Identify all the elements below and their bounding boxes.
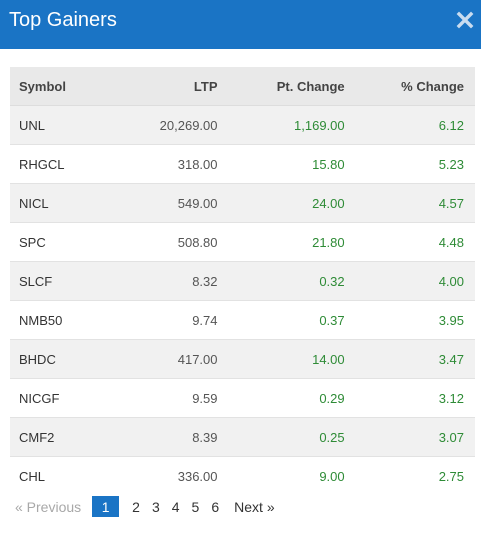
cell-ltp: 318.00 [117, 144, 218, 184]
table-row[interactable]: CMF2 8.39 0.25 3.07 [10, 417, 475, 457]
cell-pct-change: 4.57 [344, 183, 475, 223]
cell-symbol[interactable]: CMF2 [10, 417, 118, 457]
cell-pt-change: 1,169.00 [217, 105, 345, 145]
cell-ltp: 336.00 [177, 468, 218, 484]
cell-symbol[interactable]: BHDC [10, 339, 118, 379]
cell-pct-change: 3.07 [344, 417, 475, 457]
cell-pt-change: 14.00 [217, 339, 345, 379]
next-page-link[interactable]: Next » [234, 498, 275, 515]
cell-symbol[interactable]: SLCF [10, 261, 118, 301]
cell-pct-change: 3.47 [344, 339, 475, 379]
cell-ltp: 8.32 [117, 261, 218, 301]
cell-pct-change: 2.75 [438, 468, 464, 484]
table-header-row: Symbol LTP Pt. Change % Change [10, 67, 475, 106]
column-header-pt-change[interactable]: Pt. Change [217, 67, 345, 106]
previous-page-link[interactable]: « Previous [15, 498, 82, 515]
cell-pct-change: 6.12 [344, 105, 475, 145]
pagination: « Previous 1 2 3 4 5 6 Next » [15, 496, 287, 517]
cell-pt-change: 21.80 [217, 222, 345, 262]
column-header-pct-change[interactable]: % Change [344, 67, 475, 106]
page-link-6[interactable]: 6 [211, 498, 220, 515]
cell-symbol[interactable]: UNL [10, 105, 118, 145]
cell-ltp: 9.59 [117, 378, 218, 418]
cell-ltp: 8.39 [117, 417, 218, 457]
cell-ltp: 9.74 [117, 300, 218, 340]
table-row[interactable]: RHGCL 318.00 15.80 5.23 [10, 144, 475, 184]
cell-symbol[interactable]: SPC [10, 222, 118, 262]
table-row[interactable]: BHDC 417.00 14.00 3.47 [10, 339, 475, 379]
table-header: Symbol LTP Pt. Change % Change [10, 67, 475, 106]
cell-pt-change: 9.00 [319, 468, 345, 484]
gainers-table-container: Symbol LTP Pt. Change % Change UNL 20,26… [10, 67, 475, 495]
cell-symbol[interactable]: NICGF [10, 378, 118, 418]
table-body: UNL 20,269.00 1,169.00 6.12 RHGCL 318.00… [10, 105, 475, 495]
table-row[interactable]: SPC 508.80 21.80 4.48 [10, 222, 475, 262]
modal-header: Top Gainers [0, 0, 481, 49]
cell-symbol[interactable]: NMB50 [10, 300, 118, 340]
cell-ltp: 508.80 [117, 222, 218, 262]
column-header-symbol[interactable]: Symbol [10, 67, 118, 106]
cell-pt-change: 0.32 [217, 261, 345, 301]
page-link-1[interactable]: 1 [92, 496, 120, 517]
cell-pct-change: 3.12 [344, 378, 475, 418]
cell-ltp: 20,269.00 [117, 105, 218, 145]
table-row[interactable]: NICGF 9.59 0.29 3.12 [10, 378, 475, 418]
cell-pct-change: 4.48 [344, 222, 475, 262]
cell-pt-change: 0.29 [217, 378, 345, 418]
cell-pct-change: 4.00 [344, 261, 475, 301]
page-link-3[interactable]: 3 [151, 498, 160, 515]
cell-ltp: 549.00 [117, 183, 218, 223]
table-row[interactable]: SLCF 8.32 0.32 4.00 [10, 261, 475, 301]
cell-pt-change: 0.37 [217, 300, 345, 340]
page-link-4[interactable]: 4 [171, 498, 180, 515]
modal-title: Top Gainers [9, 9, 117, 31]
table-row[interactable]: NICL 549.00 24.00 4.57 [10, 183, 475, 223]
cell-pt-change: 15.80 [217, 144, 345, 184]
cell-symbol[interactable]: RHGCL [10, 144, 118, 184]
column-header-ltp[interactable]: LTP [117, 67, 218, 106]
page-link-2[interactable]: 2 [132, 498, 140, 515]
gainers-table: Symbol LTP Pt. Change % Change UNL 20,26… [10, 67, 475, 495]
cell-ltp: 417.00 [117, 339, 218, 379]
cell-symbol[interactable]: CHL [19, 468, 46, 484]
cell-pt-change: 0.25 [217, 417, 345, 457]
table-row[interactable]: NMB50 9.74 0.37 3.95 [10, 300, 475, 340]
table-row[interactable]: CHL 336.00 9.00 2.75 [10, 456, 475, 495]
cell-pct-change: 3.95 [344, 300, 475, 340]
close-icon[interactable] [456, 11, 474, 29]
table-row[interactable]: UNL 20,269.00 1,169.00 6.12 [10, 105, 475, 145]
cell-pct-change: 5.23 [344, 144, 475, 184]
page-link-5[interactable]: 5 [191, 498, 200, 515]
cell-symbol[interactable]: NICL [10, 183, 118, 223]
cell-pt-change: 24.00 [217, 183, 345, 223]
